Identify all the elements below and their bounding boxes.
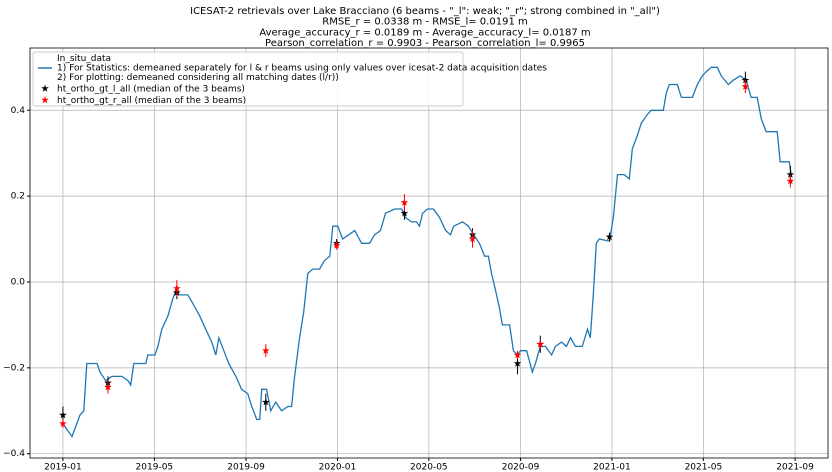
star-marker bbox=[536, 340, 545, 348]
chart-title: RMSE_r = 0.0338 m - RMSE_l= 0.0191 m bbox=[322, 17, 527, 28]
y-tick-label: −0.4 bbox=[3, 449, 25, 459]
star-marker bbox=[741, 82, 750, 90]
star-marker bbox=[513, 351, 522, 359]
star-marker bbox=[605, 232, 614, 241]
star-marker bbox=[400, 209, 409, 217]
star-marker bbox=[332, 241, 341, 249]
y-tick-label: −0.2 bbox=[3, 363, 25, 373]
y-tick-label: 0.0 bbox=[11, 277, 26, 287]
star-marker bbox=[262, 346, 270, 354]
star-marker bbox=[59, 419, 67, 427]
x-tick-label: 2021-01 bbox=[593, 463, 631, 472]
star-marker bbox=[786, 177, 795, 185]
x-tick-label: 2019-09 bbox=[227, 463, 265, 472]
legend-swatch bbox=[41, 84, 49, 92]
y-tick-label: 0.2 bbox=[11, 192, 25, 202]
x-tick-label: 2019-01 bbox=[44, 463, 82, 472]
chart-title: ICESAT-2 retrievals over Lake Bracciano … bbox=[190, 6, 660, 17]
x-tick-label: 2021-05 bbox=[685, 463, 723, 472]
x-tick-label: 2019-05 bbox=[136, 463, 174, 472]
legend-label: ht_ortho_gt_l_all (median of the 3 beams… bbox=[57, 84, 245, 94]
data-line bbox=[62, 66, 792, 438]
star-marker bbox=[786, 170, 795, 178]
x-tick-label: 2021-09 bbox=[776, 463, 814, 472]
legend-box bbox=[32, 51, 464, 107]
star-marker bbox=[104, 383, 112, 391]
star-marker bbox=[59, 411, 67, 419]
chart-title: Average_accuracy_r = 0.0189 m - Average_… bbox=[259, 27, 590, 38]
star-marker bbox=[513, 359, 522, 367]
legend-label: ht_ortho_gt_r_all (median of the 3 beams… bbox=[57, 96, 246, 106]
star-marker bbox=[741, 76, 750, 84]
star-marker bbox=[468, 235, 477, 243]
x-tick-label: 2020-01 bbox=[319, 463, 357, 472]
x-tick-label: 2020-09 bbox=[502, 463, 540, 472]
x-tick-label: 2020-05 bbox=[410, 463, 448, 472]
legend-swatch bbox=[41, 96, 49, 104]
legend: In_situ_data 1) For Statistics: demeaned … bbox=[32, 51, 547, 107]
legend-label: In_situ_data 1) For Statistics: demeaned … bbox=[57, 54, 547, 83]
star-marker bbox=[173, 284, 181, 292]
star-marker bbox=[400, 198, 409, 206]
chart-title: Pearson_correlation_r = 0.9903 - Pearson… bbox=[265, 38, 585, 49]
plot-frame bbox=[29, 47, 829, 459]
star-marker bbox=[262, 398, 270, 406]
y-tick-label: 0.4 bbox=[11, 106, 26, 116]
